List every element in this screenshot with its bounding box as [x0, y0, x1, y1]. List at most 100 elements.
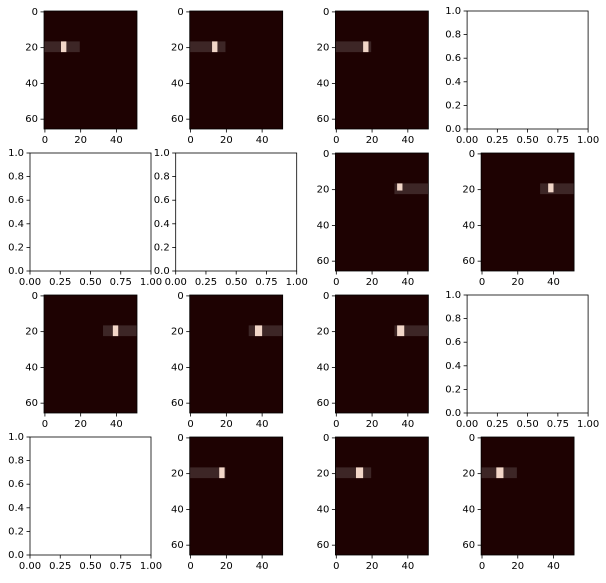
image-region — [189, 467, 226, 479]
axes-frame — [480, 152, 575, 272]
image-region — [248, 325, 283, 337]
x-tick-label: 40 — [547, 277, 560, 288]
x-tick-label: 0.50 — [516, 135, 538, 146]
image-region — [189, 41, 226, 53]
x-tick-label: 0.75 — [547, 135, 569, 146]
x-tick-label: 40 — [110, 419, 123, 430]
image-background — [481, 437, 575, 555]
image-background — [335, 437, 429, 555]
x-tick-label: 1.00 — [577, 135, 599, 146]
y-tick-label: 0.6 — [154, 195, 170, 206]
y-tick-label: 20 — [317, 185, 330, 196]
image-region — [103, 325, 137, 337]
x-tick-label: 0.50 — [79, 561, 101, 572]
image-region — [548, 183, 554, 193]
y-tick-label: 1.0 — [445, 290, 461, 301]
y-tick-label: 0.4 — [445, 77, 461, 88]
axes-background — [30, 153, 151, 271]
x-tick-label: 0.25 — [486, 135, 508, 146]
y-tick-label: 20 — [317, 43, 330, 54]
y-tick-label: 0.8 — [8, 172, 24, 183]
y-tick-label: 0.2 — [445, 100, 461, 111]
y-tick-label: 60 — [317, 256, 330, 267]
x-tick-label: 0.25 — [486, 419, 508, 430]
x-tick-label: 20 — [220, 419, 233, 430]
y-tick-label: 0.8 — [8, 456, 24, 467]
x-tick-label: 0 — [479, 561, 485, 572]
x-tick-label: 20 — [74, 135, 87, 146]
x-tick-label: 40 — [256, 135, 269, 146]
y-tick-label: 0.0 — [445, 124, 461, 135]
x-tick-label: 0.75 — [110, 277, 132, 288]
x-tick-label: 0 — [333, 561, 339, 572]
y-tick-label: 0.6 — [445, 53, 461, 64]
x-tick-label: 40 — [110, 135, 123, 146]
y-tick-label: 1.0 — [8, 432, 24, 443]
x-tick-label: 0 — [42, 135, 48, 146]
image-region — [397, 183, 403, 191]
x-tick-label: 0 — [187, 561, 193, 572]
x-tick-label: 40 — [401, 277, 414, 288]
y-tick-label: 0 — [32, 291, 38, 302]
x-tick-label: 0.25 — [49, 561, 71, 572]
image-region — [394, 183, 429, 195]
y-tick-label: 0 — [323, 149, 329, 160]
y-tick-label: 40 — [462, 504, 475, 515]
image-region — [335, 467, 372, 479]
y-tick-label: 20 — [25, 327, 38, 338]
y-tick-label: 60 — [25, 398, 38, 409]
y-tick-label: 20 — [317, 469, 330, 480]
y-tick-label: 0 — [469, 433, 475, 444]
y-tick-label: 0.0 — [445, 408, 461, 419]
y-tick-label: 0 — [323, 291, 329, 302]
y-tick-label: 60 — [171, 114, 184, 125]
image-background — [335, 295, 429, 413]
y-tick-label: 60 — [25, 114, 38, 125]
axes-frame — [335, 10, 429, 130]
x-tick-label: 20 — [220, 135, 233, 146]
x-tick-label: 1.00 — [140, 277, 162, 288]
image-background — [44, 11, 137, 129]
y-tick-label: 1.0 — [8, 148, 24, 159]
x-tick-label: 0.50 — [79, 277, 101, 288]
axes-background — [467, 11, 589, 129]
y-tick-label: 60 — [171, 398, 184, 409]
x-tick-label: 0.00 — [456, 135, 478, 146]
y-tick-label: 0.0 — [8, 550, 24, 561]
x-tick-label: 20 — [511, 561, 524, 572]
y-tick-label: 20 — [25, 43, 38, 54]
axes-frame — [189, 10, 284, 130]
x-tick-label: 0.25 — [195, 277, 217, 288]
y-tick-label: 0.4 — [8, 219, 24, 230]
y-tick-label: 0.6 — [445, 337, 461, 348]
x-tick-label: 0 — [333, 277, 339, 288]
y-tick-label: 1.0 — [154, 148, 170, 159]
y-tick-label: 0 — [323, 7, 329, 18]
image-region — [540, 183, 575, 195]
x-tick-label: 0 — [42, 419, 48, 430]
image-background — [481, 153, 575, 271]
y-tick-label: 0 — [177, 433, 183, 444]
image-region — [363, 41, 369, 53]
y-tick-label: 0.4 — [445, 361, 461, 372]
x-tick-label: 1.00 — [140, 561, 162, 572]
y-tick-label: 0.2 — [8, 242, 24, 253]
image-region — [112, 325, 119, 337]
axes-background — [30, 437, 151, 555]
image-background — [189, 11, 283, 129]
axes-frame — [480, 436, 575, 556]
y-tick-label: 0.0 — [8, 266, 24, 277]
axes-frame — [335, 294, 429, 414]
x-tick-label: 0 — [479, 277, 485, 288]
y-tick-label: 0.6 — [8, 195, 24, 206]
image-region — [219, 467, 225, 479]
x-tick-label: 0 — [187, 419, 193, 430]
image-background — [189, 295, 283, 413]
x-tick-label: 20 — [366, 419, 379, 430]
y-tick-label: 0.4 — [8, 503, 24, 514]
x-tick-label: 20 — [74, 419, 87, 430]
y-tick-label: 1.0 — [445, 6, 461, 17]
x-tick-label: 1.00 — [286, 277, 308, 288]
y-tick-label: 0.8 — [445, 314, 461, 325]
axes-frame — [189, 294, 284, 414]
